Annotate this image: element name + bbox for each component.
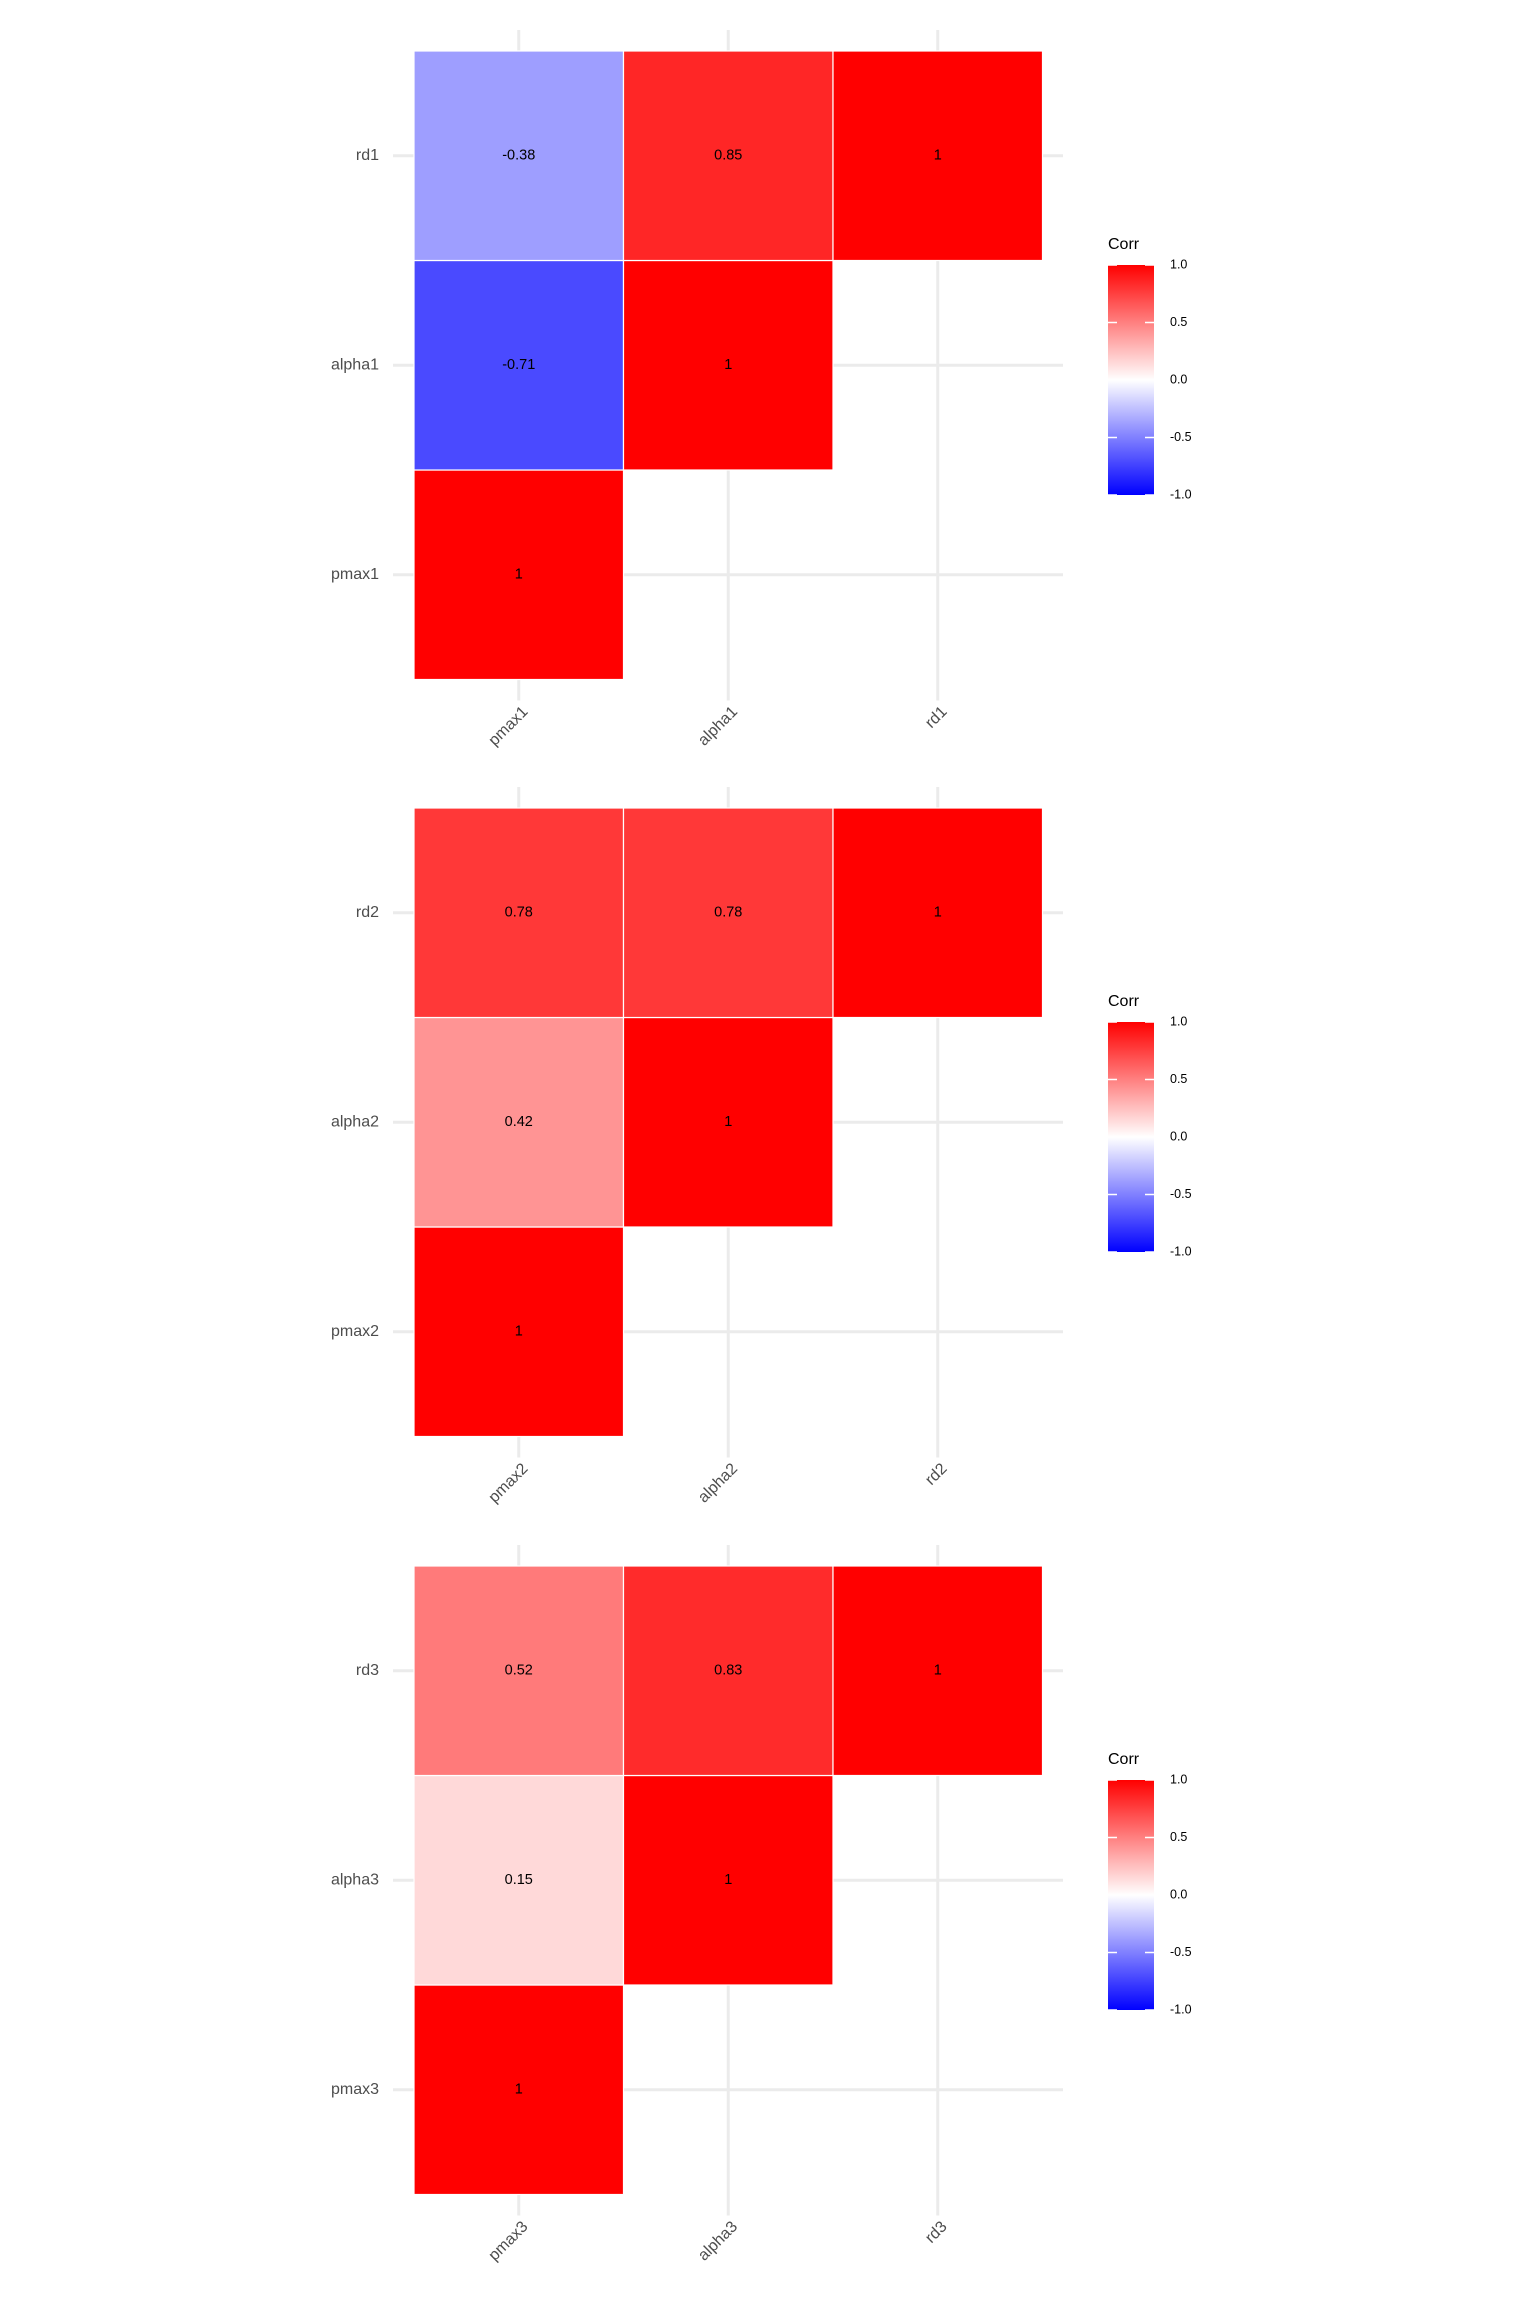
heatmap-cell (413, 1774, 625, 1986)
legend: Corr -1.0 -0.5 0.0 0.5 1.0 (1108, 1751, 1192, 2016)
y-tick-label: alpha3 (331, 1871, 379, 1888)
legend-tick-label: 0.0 (1170, 1129, 1187, 1143)
legend-tick-label: -0.5 (1170, 430, 1192, 444)
cell-value-label: 0.78 (714, 905, 742, 921)
cell-value-label: 0.42 (505, 1114, 533, 1130)
cell-value-label: 1 (934, 1663, 942, 1679)
x-tick-label: pmax3 (486, 2218, 532, 2264)
y-tick-label: rd1 (356, 147, 379, 164)
cell-value-label: 1 (515, 2082, 523, 2098)
heatmap-cell (622, 1016, 834, 1228)
cell-value-label: 0.78 (505, 905, 533, 921)
heatmap-panel-3: 1 0.15 1 0.52 0.83 1 pmax3 alpha3 rd3 pmax3 alpha3… (331, 1545, 1192, 2264)
heatmap-panel-1: 1 -0.71 1 -0.38 0.85 1 pmax1 alpha1 rd1 pmax1 alph… (331, 30, 1192, 749)
cell-value-label: -0.38 (502, 148, 535, 164)
legend-tick-label: 0.5 (1170, 1830, 1187, 1844)
y-tick-label: pmax3 (331, 2081, 379, 2098)
legend-tick-label: -1.0 (1170, 1244, 1192, 1258)
x-tick-label: alpha2 (695, 1460, 741, 1506)
heatmap-cell (622, 807, 834, 1019)
cell-value-label: 1 (515, 1324, 523, 1340)
legend-tick-label: 1.0 (1170, 257, 1187, 271)
heatmap-cell (622, 1774, 834, 1986)
legend-tick-label: 0.5 (1170, 315, 1187, 329)
heatmap-cell (413, 1016, 625, 1228)
legend-tick-label: -1.0 (1170, 2002, 1192, 2016)
legend-tick-label: 0.0 (1170, 372, 1187, 386)
cell-value-label: 1 (934, 905, 942, 921)
cell-value-label: 1 (724, 1872, 732, 1888)
legend-title: Corr (1108, 993, 1140, 1010)
heatmap-cell (413, 1565, 625, 1777)
cell-value-label: 1 (724, 357, 732, 373)
legend-tick-label: -0.5 (1170, 1945, 1192, 1959)
cell-value-label: -0.71 (502, 357, 535, 373)
heatmap-cell (622, 1565, 834, 1777)
cell-value-label: 1 (515, 567, 523, 583)
heatmap-cell (413, 469, 625, 681)
y-tick-label: alpha2 (331, 1113, 379, 1130)
x-tick-label: rd3 (922, 2218, 950, 2246)
legend-tick-label: 1.0 (1170, 1014, 1187, 1028)
heatmap-cell (413, 807, 625, 1019)
cell-value-label: 0.15 (505, 1872, 533, 1888)
heatmap-cell (622, 50, 834, 262)
y-tick-label: rd2 (356, 904, 379, 921)
legend-tick-label: 0.0 (1170, 1887, 1187, 1901)
cell-value-label: 1 (724, 1114, 732, 1130)
legend-title: Corr (1108, 236, 1140, 253)
x-tick-label: pmax1 (486, 703, 532, 749)
y-tick-label: alpha1 (331, 356, 379, 373)
legend-title: Corr (1108, 1751, 1140, 1768)
heatmap-cell (413, 1226, 625, 1438)
x-tick-label: rd1 (922, 703, 950, 731)
x-tick-label: alpha3 (695, 2218, 741, 2264)
cell-value-label: 0.83 (714, 1663, 742, 1679)
heatmap-panel-2: 1 0.42 1 0.78 0.78 1 pmax2 alpha2 rd2 pmax2 alpha2… (331, 787, 1192, 1506)
cell-value-label: 0.85 (714, 148, 742, 164)
cell-value-label: 0.52 (505, 1663, 533, 1679)
y-tick-label: pmax1 (331, 566, 379, 583)
heatmap-cell (413, 50, 625, 262)
heatmap-cell (832, 807, 1044, 1019)
heatmap-cell (413, 1984, 625, 2196)
heatmap-cell (622, 259, 834, 471)
heatmap-cell (832, 50, 1044, 262)
legend-tick-label: 1.0 (1170, 1772, 1187, 1786)
legend-tick-label: 0.5 (1170, 1072, 1187, 1086)
x-tick-label: pmax2 (486, 1460, 532, 1506)
heatmap-cell (832, 1565, 1044, 1777)
legend: Corr -1.0 -0.5 0.0 0.5 1.0 (1108, 236, 1192, 501)
y-tick-label: rd3 (356, 1662, 379, 1679)
x-tick-label: rd2 (922, 1460, 950, 1488)
legend: Corr -1.0 -0.5 0.0 0.5 1.0 (1108, 993, 1192, 1258)
legend-tick-label: -0.5 (1170, 1187, 1192, 1201)
cell-value-label: 1 (934, 148, 942, 164)
legend-tick-label: -1.0 (1170, 487, 1192, 501)
x-tick-label: alpha1 (695, 703, 741, 749)
y-tick-label: pmax2 (331, 1323, 379, 1340)
